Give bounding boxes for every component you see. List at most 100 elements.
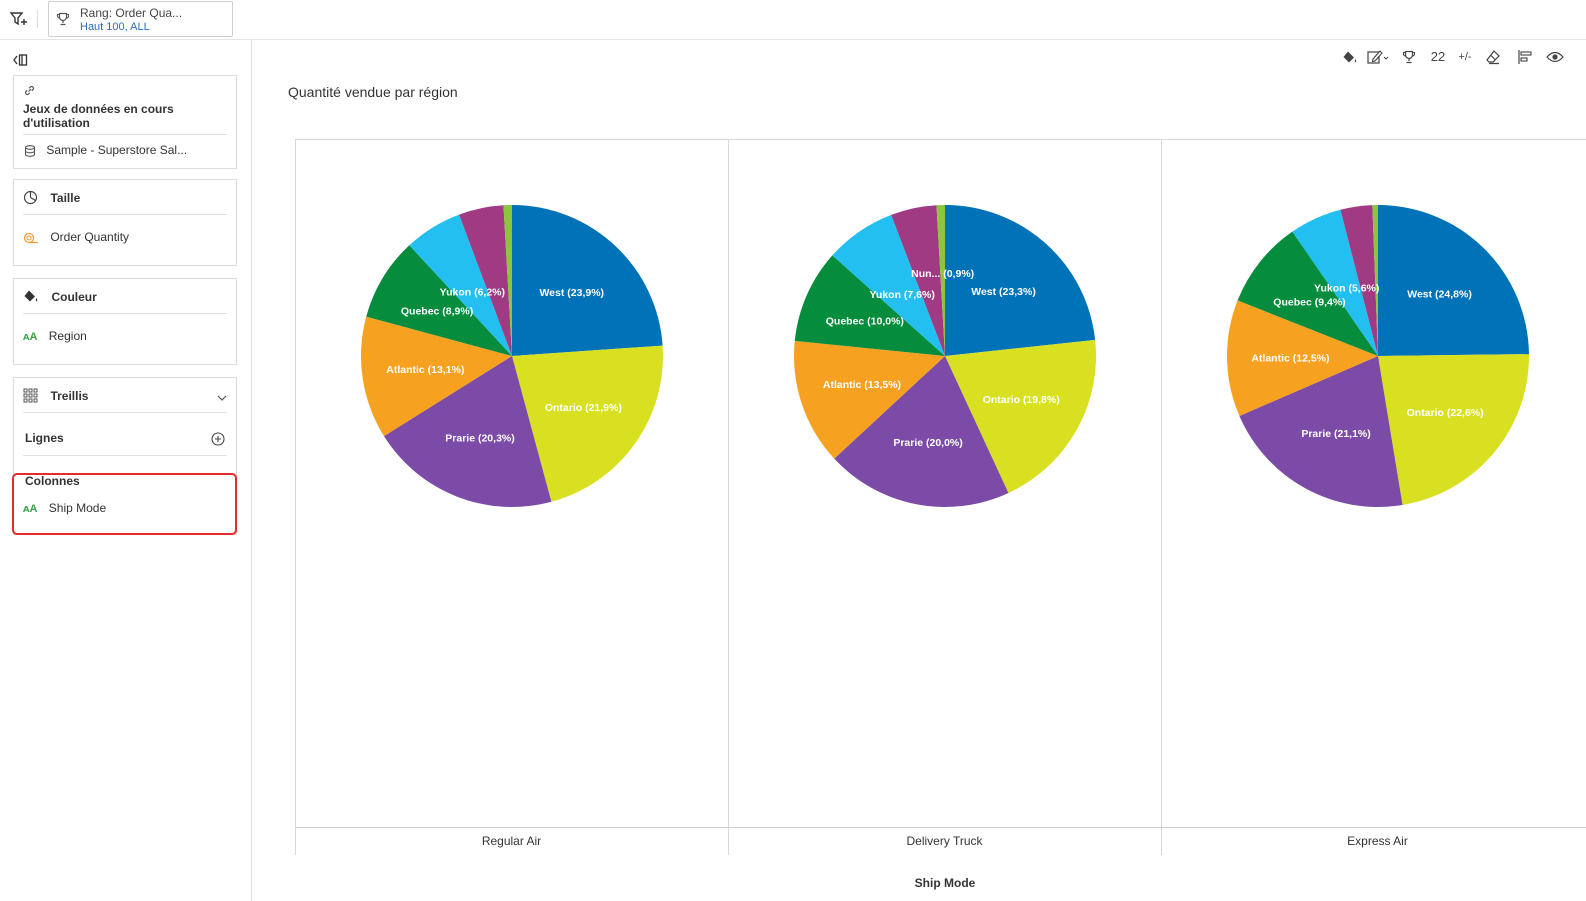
pie-label-ontario: Ontario (21,9%) [545, 402, 622, 414]
pie-slice-northwest-territories[interactable] [1340, 205, 1378, 356]
pie-slice-nunavut[interactable] [503, 205, 512, 356]
pie-label-atlantic: Atlantic (12,5%) [1251, 352, 1329, 364]
chart-title: Quantité vendue par région [288, 84, 458, 100]
pie-slice-northwest-territories[interactable] [891, 205, 945, 356]
pie-label-yukon: Yukon (5,6%) [1314, 282, 1379, 294]
color-field[interactable]: ᴀA Region [23, 329, 87, 343]
column-label: Regular Air [481, 834, 542, 848]
pie-label-ontario: Ontario (22,6%) [1407, 407, 1484, 419]
grid-dots-icon [23, 387, 38, 405]
x-axis-line [295, 827, 1586, 828]
column-label: Express Air [1347, 834, 1408, 848]
trellis-chart[interactable]: West (23,9%) Ontario (21,9%) Prarie (20,3%… [295, 139, 1586, 855]
pie-slice-atlantic[interactable] [361, 316, 512, 437]
pie-label-ontario: Ontario (19,8%) [983, 394, 1060, 406]
link-icon [23, 84, 36, 102]
pie-slice-quebec[interactable] [1237, 231, 1378, 356]
measure-icon [23, 230, 39, 245]
pie-slice-west[interactable] [1378, 205, 1529, 356]
pie-slice-atlantic[interactable] [794, 340, 945, 459]
pie-label-yukon: Yukon (6,2%) [440, 287, 505, 299]
columns-title: Colonnes [25, 474, 80, 488]
pie-label-quebec: Quebec (8,9%) [401, 306, 473, 318]
pie-slice-prarie[interactable] [1239, 356, 1403, 507]
x-axis-title: Ship Mode [914, 876, 976, 890]
eraser-icon[interactable] [1482, 46, 1504, 68]
trellis-title: Treillis [50, 389, 89, 404]
plus-circle-icon[interactable] [211, 430, 225, 448]
pie-slice-yukon[interactable] [409, 214, 512, 356]
size-header: Taille [23, 189, 227, 215]
grammar-panel: Jeux de données en cours d'utilisation S… [0, 40, 252, 901]
pie-slice-quebec[interactable] [366, 245, 512, 356]
rows-title: Lignes [25, 431, 64, 445]
filter-plus-icon[interactable] [8, 9, 30, 29]
pie-chart[interactable]: West (24,8%) Ontario (22,6%) Prarie (21,1%… [1162, 140, 1586, 840]
chevron-down-icon[interactable] [217, 389, 227, 407]
paint-bucket-icon [23, 288, 39, 306]
size-field[interactable]: Order Quantity [23, 230, 129, 245]
pie-slice-northwest-territories[interactable] [459, 205, 512, 356]
column-divider [1161, 828, 1162, 854]
column-divider [295, 828, 296, 854]
attribute-icon: ᴀA [23, 502, 38, 515]
size-card: Taille Order Quantity [13, 179, 237, 266]
trellis-panel-regular-air: West (23,9%) Ontario (21,9%) Prarie (20,3%… [295, 139, 728, 855]
pie-slice-ontario[interactable] [1378, 354, 1529, 505]
size-title: Taille [50, 191, 81, 206]
pie-slice-ontario[interactable] [945, 339, 1096, 494]
canvas-area: 22 +/- Quantité vendue par région West (… [253, 40, 1586, 901]
edit-icon[interactable] [1365, 46, 1391, 68]
trophy-icon[interactable] [1398, 46, 1420, 68]
paint-bucket-icon[interactable] [1339, 46, 1361, 68]
filter-bar: Rang: Order Qua... Haut 100, ALL [0, 0, 1586, 40]
pie-slice-yukon[interactable] [1292, 209, 1378, 356]
pie-label-yukon: Yukon (7,6%) [869, 289, 934, 301]
pie-label-quebec: Quebec (9,4%) [1273, 296, 1345, 308]
pie-slice-ontario[interactable] [512, 345, 663, 502]
pie-label-west: West (23,3%) [971, 286, 1036, 298]
pie-slice-yukon[interactable] [832, 214, 945, 356]
pie-slice-prarie[interactable] [384, 356, 552, 507]
column-divider [728, 828, 729, 854]
trophy-icon [56, 12, 70, 31]
align-left-icon[interactable] [1514, 46, 1536, 68]
pie-slice-west[interactable] [945, 205, 1096, 356]
columns-field-label: Ship Mode [48, 501, 107, 515]
trellis-card: Treillis Lignes Colonnes ᴀA Ship Mode [13, 377, 237, 535]
eye-icon[interactable] [1544, 46, 1566, 68]
column-label: Delivery Truck [906, 834, 983, 848]
pie-slice-nunavut[interactable] [936, 205, 945, 356]
dataset-name: Sample - Superstore Sal... [46, 143, 188, 157]
pie-label-nunavut: Nun... (0,9%) [911, 268, 974, 280]
pie-slice-atlantic[interactable] [1227, 300, 1378, 416]
pie-slice-nunavut[interactable] [1372, 205, 1378, 356]
highlight-box [12, 473, 237, 535]
pie-label-atlantic: Atlantic (13,5%) [823, 379, 901, 391]
pie-chart[interactable]: West (23,9%) Ontario (21,9%) Prarie (20,3%… [296, 140, 729, 840]
color-field-label: Region [48, 329, 87, 343]
pie-slice-quebec[interactable] [794, 255, 945, 356]
pie-label-quebec: Quebec (10,0%) [826, 316, 904, 328]
rank-filter-chip[interactable]: Rang: Order Qua... Haut 100, ALL [48, 1, 233, 37]
color-card: Couleur ᴀA Region [13, 278, 237, 365]
percent-toggle[interactable]: +/- [1458, 51, 1472, 63]
attribute-icon: ᴀA [23, 330, 38, 343]
pie-label-atlantic: Atlantic (13,1%) [386, 364, 464, 376]
pie-size-icon [23, 189, 38, 207]
rank-value[interactable]: 22 [1430, 49, 1446, 64]
dataset-item[interactable]: Sample - Superstore Sal... [23, 143, 187, 158]
pie-slice-prarie[interactable] [834, 356, 1009, 507]
datasets-title: Jeux de données en cours d'utilisation [23, 102, 174, 130]
pie-label-west: West (24,8%) [1407, 289, 1472, 301]
pie-label-west: West (23,9%) [539, 287, 604, 299]
pie-chart[interactable]: West (23,3%) Ontario (19,8%) Prarie (20,0%… [729, 140, 1162, 840]
pie-slice-west[interactable] [512, 205, 663, 356]
datasets-card: Jeux de données en cours d'utilisation S… [13, 75, 237, 169]
pie-label-prarie: Prarie (20,0%) [893, 437, 962, 449]
columns-field[interactable]: ᴀA Ship Mode [23, 501, 106, 515]
color-title: Couleur [51, 290, 97, 305]
collapse-panel-icon[interactable] [12, 52, 30, 68]
filter-chip-title: Rang: Order Qua... [80, 6, 183, 20]
trellis-header[interactable]: Treillis [23, 387, 227, 413]
